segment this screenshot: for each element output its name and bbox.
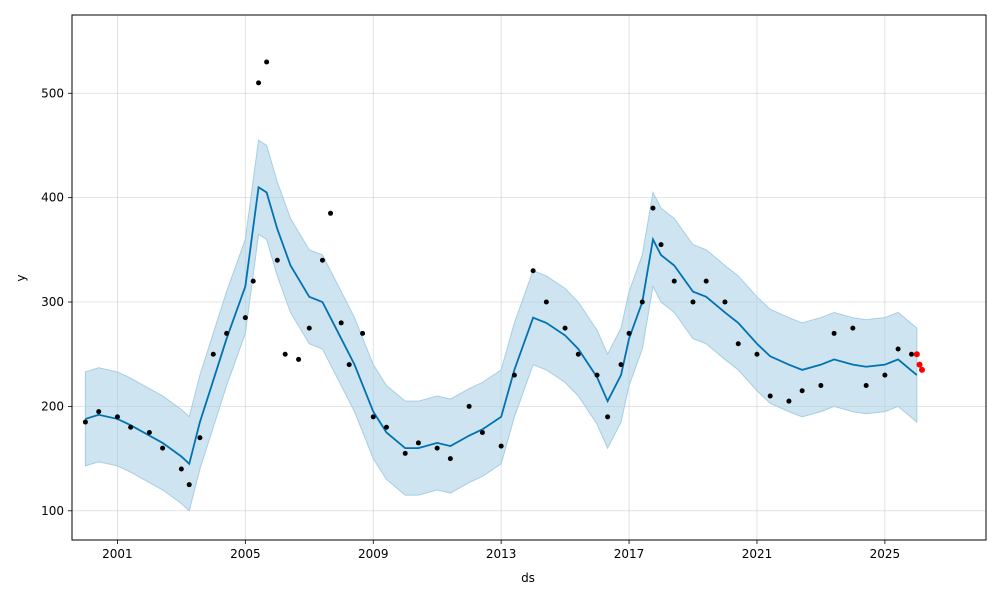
observed-point <box>639 299 645 305</box>
observed-point <box>186 482 192 488</box>
observed-point <box>908 351 914 357</box>
y-tick-label: 400 <box>41 191 64 205</box>
x-tick-label: 2025 <box>870 547 901 561</box>
observed-point <box>402 450 408 456</box>
observed-point <box>831 330 837 336</box>
observed-point <box>256 80 262 86</box>
observed-point <box>282 351 288 357</box>
observed-point <box>242 315 248 321</box>
observed-point <box>690 299 696 305</box>
observed-point <box>754 351 760 357</box>
forecast-trend-line <box>85 185 918 466</box>
recent-point <box>916 361 923 368</box>
observed-point <box>594 372 600 378</box>
observed-point <box>264 59 270 65</box>
observed-point <box>96 409 102 415</box>
observed-point <box>415 440 421 446</box>
observed-point <box>328 210 334 216</box>
observed-point <box>543 299 549 305</box>
observed-point <box>671 278 677 284</box>
observed-point <box>786 398 792 404</box>
x-tick-label: 2013 <box>486 547 517 561</box>
observed-point <box>160 445 166 451</box>
recent-point <box>913 351 920 358</box>
observed-point <box>346 362 352 368</box>
observed-point <box>82 419 88 425</box>
observed-point <box>224 330 230 336</box>
observed-point <box>338 320 344 326</box>
observed-point <box>650 205 656 211</box>
recent-points <box>913 351 926 373</box>
uncertainty-band <box>84 139 918 512</box>
observed-point <box>296 356 302 362</box>
observed-point <box>575 351 581 357</box>
x-tick-label: 2021 <box>742 547 773 561</box>
observed-point <box>850 325 856 331</box>
observed-point <box>250 278 256 284</box>
observed-point <box>319 257 325 263</box>
x-axis-ticks: 2001 2005 2009 2013 2017 2021 2025 <box>102 540 900 561</box>
observed-point <box>895 346 901 352</box>
observed-point <box>511 372 517 378</box>
x-tick-label: 2001 <box>102 547 133 561</box>
observed-point <box>128 424 134 430</box>
observed-point <box>882 372 888 378</box>
x-axis-label: ds <box>521 571 535 585</box>
y-tick-label: 100 <box>41 504 64 518</box>
observed-point <box>479 429 485 435</box>
observed-point <box>447 456 453 462</box>
observed-point <box>818 383 824 389</box>
observed-point <box>562 325 568 331</box>
observed-point <box>434 445 440 451</box>
observed-point <box>498 443 504 449</box>
observed-point <box>370 414 376 420</box>
observed-point <box>618 362 624 368</box>
observed-point <box>383 424 389 430</box>
x-tick-label: 2017 <box>614 547 645 561</box>
observed-point <box>274 257 280 263</box>
observed-point <box>722 299 728 305</box>
x-tick-label: 2005 <box>230 547 261 561</box>
observed-point <box>735 341 741 347</box>
observed-point <box>863 383 869 389</box>
observed-point <box>306 325 312 331</box>
plot-frame <box>71 14 987 541</box>
observed-point <box>178 466 184 472</box>
observed-point <box>658 242 664 248</box>
y-tick-label: 300 <box>41 295 64 309</box>
observed-point <box>530 268 536 274</box>
observed-point <box>210 351 216 357</box>
observed-point <box>146 429 152 435</box>
observed-point <box>626 330 632 336</box>
forecast-line <box>85 185 918 466</box>
x-tick-label: 2009 <box>358 547 389 561</box>
observed-point <box>466 403 472 409</box>
observed-point <box>197 435 203 441</box>
y-tick-label: 200 <box>41 399 64 413</box>
observed-point <box>114 414 120 420</box>
observed-point <box>799 388 805 394</box>
y-axis-label: y <box>14 274 28 281</box>
observed-point <box>767 393 773 399</box>
observed-point <box>605 414 611 420</box>
observed-points <box>82 59 914 488</box>
recent-point <box>919 366 926 373</box>
observed-point <box>360 330 366 336</box>
observed-point <box>703 278 709 284</box>
uncertainty-area <box>84 139 918 512</box>
y-axis-ticks: 100 200 300 400 500 <box>41 86 72 518</box>
y-tick-label: 500 <box>41 86 64 100</box>
